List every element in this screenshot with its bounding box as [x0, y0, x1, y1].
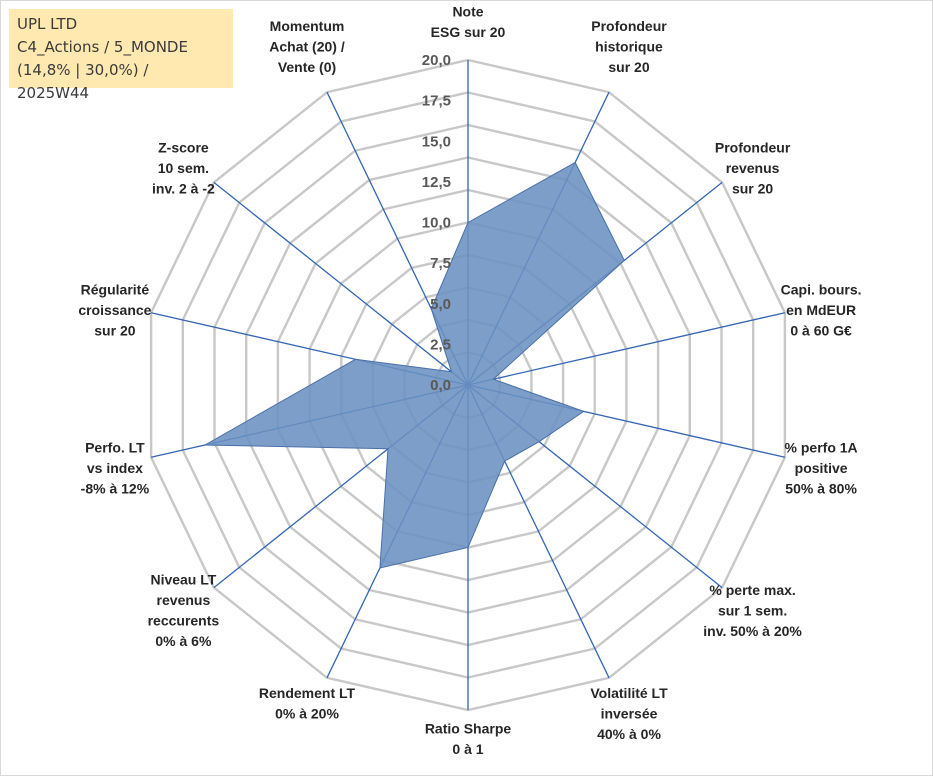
category-label-line: Capi. bours.: [781, 282, 862, 298]
series-layer: [203, 161, 625, 569]
category-label-line: 10 sem.: [158, 160, 209, 176]
category-label: % perfo 1A positive 50% à 80%: [785, 440, 858, 497]
category-label-line: inversée: [601, 706, 658, 722]
category-label: Profondeur historique sur 20: [591, 18, 667, 75]
category-label-line: Régularité: [81, 282, 150, 298]
category-label-line: Profondeur: [591, 18, 667, 34]
category-label: Niveau LT revenus reccurents 0% à 6%: [148, 572, 220, 650]
category-label-line: Volatilité LT: [590, 685, 668, 701]
category-label-line: 0 à 1: [452, 741, 483, 757]
category-label-line: revenus: [726, 160, 780, 176]
category-label: Momentum Achat (20) / Vente (0): [269, 18, 345, 75]
tick-labels: 0,0 2,5 5,0 7,5 10,0 12,5 15,0 17,5 20,0: [422, 52, 451, 394]
tick-label: 10,0: [422, 215, 451, 232]
category-label-line: en MdEUR: [786, 302, 856, 318]
category-label-line: historique: [595, 39, 663, 55]
category-label-line: sur 20: [608, 59, 649, 75]
category-label-line: Z-score: [158, 139, 209, 155]
axis-spoke: [213, 181, 469, 386]
category-label-line: 40% à 0%: [597, 726, 661, 742]
category-label: Régularité croissance sur 20: [78, 282, 151, 339]
tick-label: 20,0: [422, 52, 451, 69]
category-label-line: sur 20: [94, 323, 135, 339]
tick-label: 12,5: [422, 174, 451, 191]
info-box: UPL LTD C4_Actions / 5_MONDE (14,8% | 30…: [9, 9, 233, 102]
category-label-line: vs index: [87, 460, 143, 476]
company-name: UPL LTD: [17, 15, 78, 33]
category-label-line: inv. 2 à -2: [152, 180, 215, 196]
series-area: [203, 161, 625, 569]
category-label-line: Achat (20) /: [269, 39, 345, 55]
tick-label: 7,5: [430, 255, 451, 272]
category-label-line: reccurents: [148, 613, 220, 629]
category-label: % perte max. sur 1 sem. inv. 50% à 20%: [703, 582, 802, 639]
category-label-line: Rendement LT: [259, 685, 356, 701]
tick-label: 2,5: [430, 336, 451, 353]
category-label-line: % perte max.: [709, 582, 795, 598]
category-label-line: inv. 50% à 20%: [703, 623, 802, 639]
category-label-line: % perfo 1A: [785, 440, 858, 456]
category-label: Profondeur revenus sur 20: [715, 139, 791, 196]
params-label: (14,8% | 30,0%) / 2025W44: [17, 61, 149, 102]
category-labels: Note ESG sur 20 Profondeur historique sur 20…: [78, 3, 861, 757]
category-label-line: ESG sur 20: [431, 24, 506, 40]
category-label-line: Note: [452, 3, 483, 19]
category-label-line: 0% à 20%: [275, 706, 339, 722]
tick-label: 5,0: [430, 296, 451, 313]
tick-label: 0,0: [430, 377, 451, 394]
category-label-line: 0% à 6%: [155, 633, 212, 649]
category-label-line: croissance: [78, 302, 151, 318]
category-label: Capi. bours. en MdEUR 0 à 60 G€: [781, 282, 862, 339]
category-label-line: Profondeur: [715, 139, 791, 155]
category-label-line: Niveau LT: [150, 572, 216, 588]
portfolio-label: C4_Actions / 5_MONDE: [17, 38, 188, 56]
category-label-line: sur 1 sem.: [718, 603, 787, 619]
category-label-line: 50% à 80%: [785, 481, 857, 497]
category-label-line: Perfo. LT: [85, 440, 145, 456]
category-label-line: Momentum: [270, 18, 345, 34]
category-label: Volatilité LT inversée 40% à 0%: [590, 685, 668, 742]
category-label-line: revenus: [157, 592, 211, 608]
category-label-line: positive: [795, 460, 848, 476]
category-label: Rendement LT 0% à 20%: [259, 685, 356, 722]
category-label: Ratio Sharpe 0 à 1: [425, 720, 512, 757]
category-label: Perfo. LT vs index -8% à 12%: [81, 440, 150, 497]
tick-label: 15,0: [422, 133, 451, 150]
category-label: Note ESG sur 20: [431, 3, 506, 40]
tick-label: 17,5: [422, 93, 451, 110]
axis-spoke: [467, 312, 786, 386]
category-label-line: -8% à 12%: [81, 481, 150, 497]
category-label-line: 0 à 60 G€: [790, 323, 852, 339]
category-label: Z-score 10 sem. inv. 2 à -2: [152, 139, 215, 196]
category-label-line: sur 20: [732, 180, 773, 196]
category-label-line: Vente (0): [278, 59, 336, 75]
category-label-line: Ratio Sharpe: [425, 720, 512, 736]
